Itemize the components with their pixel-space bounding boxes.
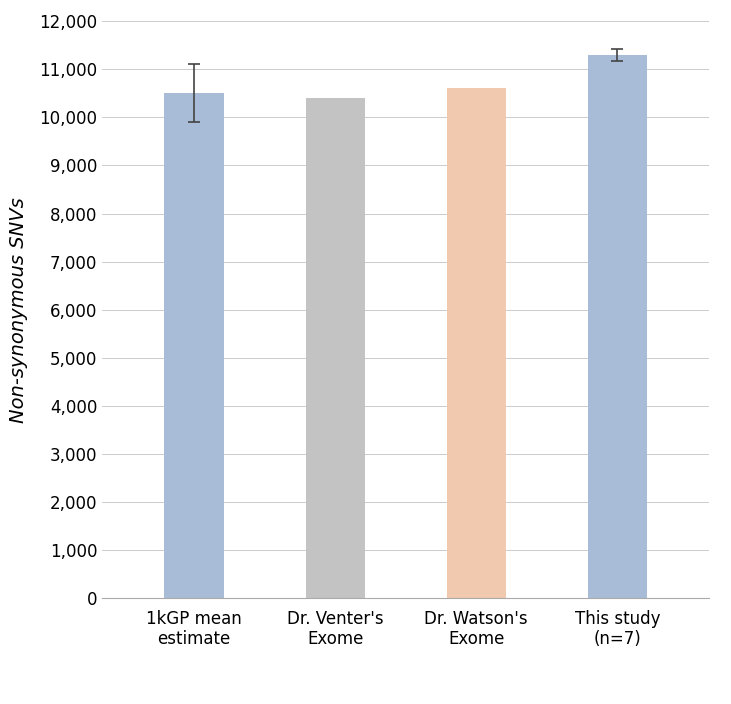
Bar [164,93,224,598]
Bar [306,98,365,598]
Bar [588,55,647,598]
Bar [447,89,506,598]
Y-axis label: Non-synonymous SNVs: Non-synonymous SNVs [10,197,29,422]
